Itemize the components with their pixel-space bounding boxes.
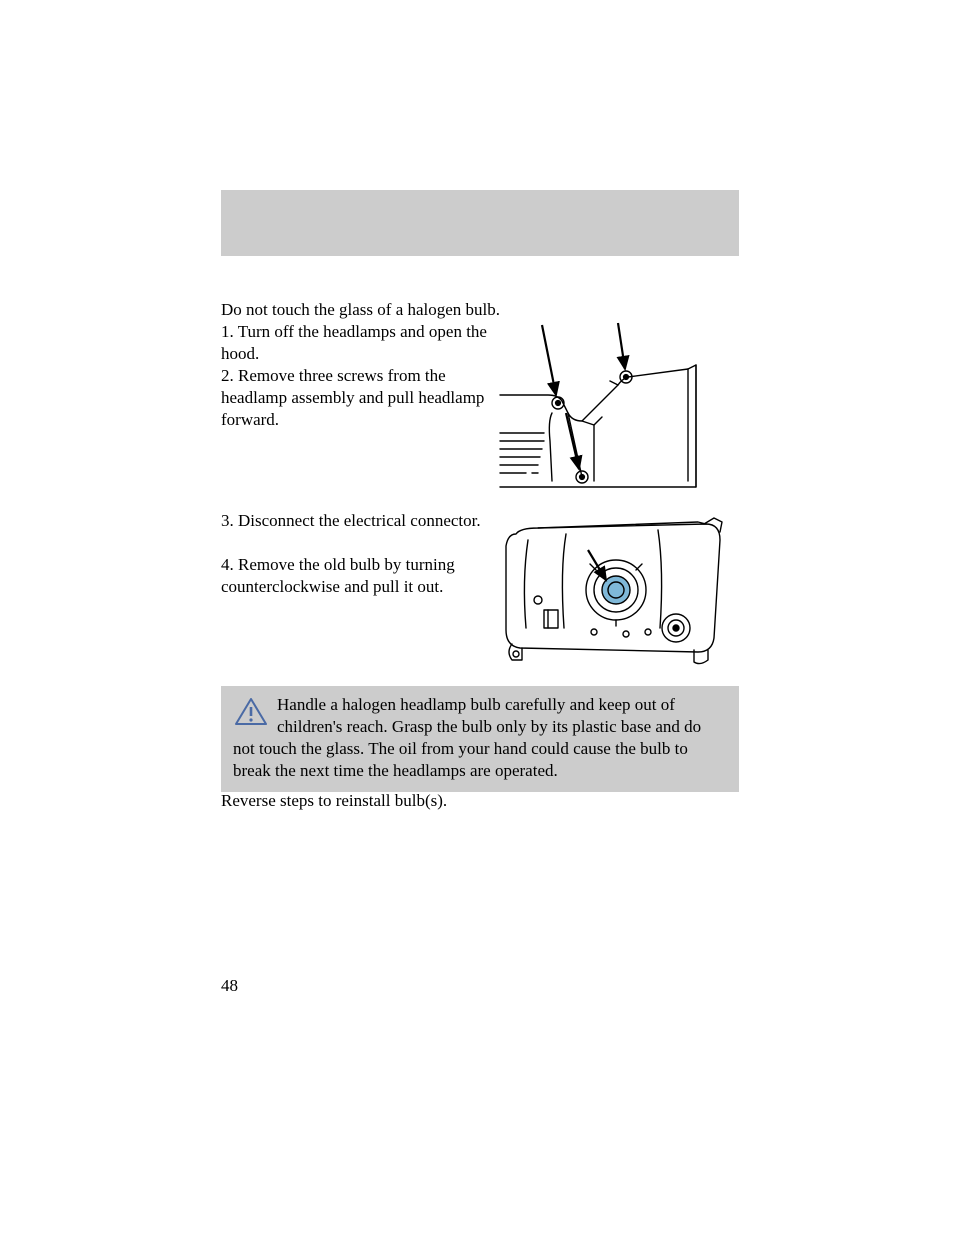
intro-text: Do not touch the glass of a halogen bulb… [221, 299, 739, 321]
figure-headlamp-screws [498, 321, 738, 491]
step-4: 4. Remove the old bulb by turning counte… [221, 554, 501, 598]
warning-text: Handle a halogen headlamp bulb carefully… [233, 695, 701, 780]
step-2: 2. Remove three screws from the headlamp… [221, 365, 501, 430]
step-1: 1. Turn off the headlamps and open the h… [221, 321, 501, 365]
outro-text: Reverse steps to reinstall bulb(s). [221, 790, 739, 812]
warning-box: Handle a halogen headlamp bulb carefully… [221, 686, 739, 792]
warning-icon [233, 696, 269, 733]
figure-headlamp-back [498, 510, 738, 670]
step-3: 3. Disconnect the electrical connector. [221, 510, 481, 532]
section-header-bar [221, 190, 739, 256]
page-number: 48 [221, 976, 238, 996]
page-root: Do not touch the glass of a halogen bulb… [0, 0, 954, 1235]
